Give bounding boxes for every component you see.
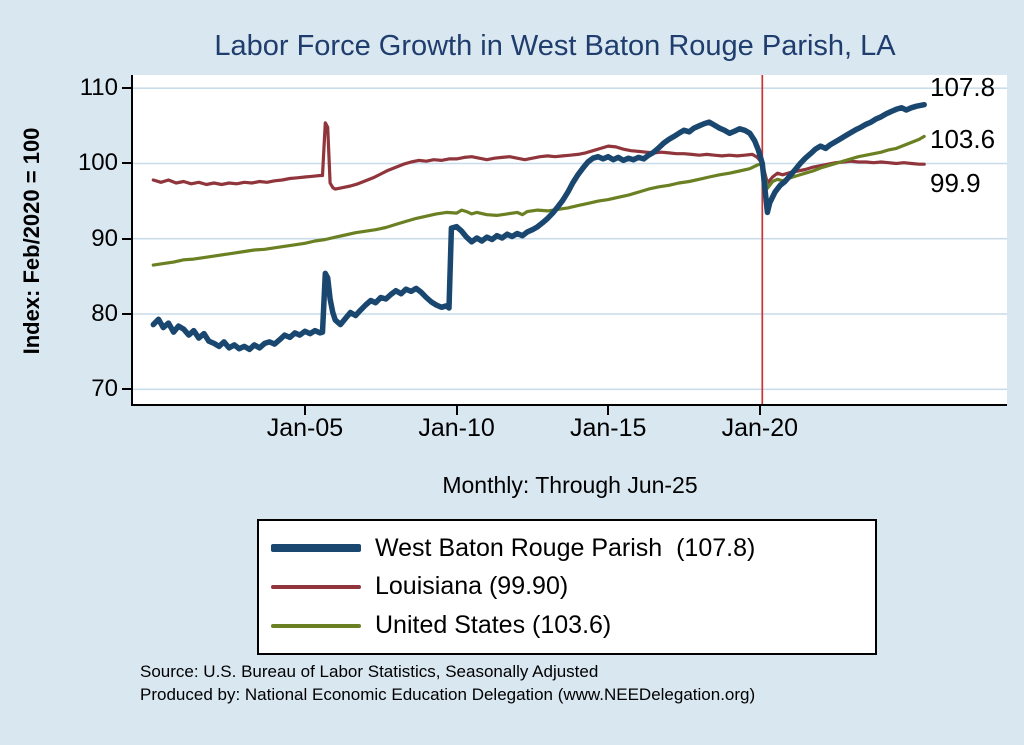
series-united-states bbox=[151, 134, 926, 267]
y-tick-label: 90 bbox=[91, 224, 118, 252]
end-label-west-baton-rouge: 107.8 bbox=[930, 72, 996, 102]
x-tick-label: Jan-15 bbox=[569, 414, 647, 442]
source-line: Source: U.S. Bureau of Labor Statistics,… bbox=[140, 662, 599, 681]
y-tick-mark bbox=[122, 87, 131, 90]
legend-item-united-states: United States (103.6) bbox=[259, 611, 875, 640]
y-tick-label: 100 bbox=[77, 149, 118, 177]
y-tick-mark bbox=[122, 313, 131, 316]
legend: West Baton Rouge Parish (107.8) Louisian… bbox=[257, 519, 877, 655]
x-axis-title: Monthly: Through Jun-25 bbox=[442, 472, 698, 498]
legend-swatch-maroon-line bbox=[271, 584, 361, 589]
y-tick-mark bbox=[122, 237, 131, 240]
y-axis-line bbox=[131, 75, 133, 406]
x-tick-label: Jan-20 bbox=[721, 414, 799, 442]
legend-item-west-baton-rouge: West Baton Rouge Parish (107.8) bbox=[259, 534, 875, 563]
y-tick-label: 110 bbox=[79, 74, 118, 102]
plot-canvas bbox=[133, 75, 1007, 404]
series-west-baton-rouge-parish bbox=[150, 101, 927, 353]
x-tick-label: Jan-10 bbox=[418, 414, 495, 442]
x-tick-mark bbox=[455, 406, 458, 415]
y-axis-title: Index: Feb/2020 = 100 bbox=[19, 127, 44, 355]
end-label-united-states: 103.6 bbox=[930, 124, 996, 154]
legend-label: West Baton Rouge Parish (107.8) bbox=[375, 533, 756, 562]
chart-title: Labor Force Growth in West Baton Rouge P… bbox=[214, 30, 896, 62]
y-tick-mark bbox=[122, 162, 131, 165]
y-tick-label: 80 bbox=[91, 300, 118, 328]
produced-by-line: Produced by: National Economic Education… bbox=[140, 685, 756, 704]
source-notes: Source: U.S. Bureau of Labor Statistics,… bbox=[140, 660, 755, 706]
x-tick-mark bbox=[303, 406, 306, 415]
x-tick-mark bbox=[607, 406, 610, 415]
legend-swatch-olive-line bbox=[271, 623, 361, 628]
legend-item-louisiana: Louisiana (99.90) bbox=[259, 572, 875, 601]
x-axis-line bbox=[131, 404, 1007, 406]
x-tick-mark bbox=[758, 406, 761, 415]
legend-label: United States (103.6) bbox=[375, 611, 612, 640]
x-tick-label: Jan-05 bbox=[266, 414, 344, 442]
y-tick-label: 70 bbox=[91, 375, 118, 403]
legend-swatch-navy-line bbox=[271, 544, 361, 553]
y-tick-mark bbox=[122, 388, 131, 391]
end-label-louisiana: 99.9 bbox=[930, 168, 981, 198]
legend-label: Louisiana (99.90) bbox=[375, 572, 569, 601]
